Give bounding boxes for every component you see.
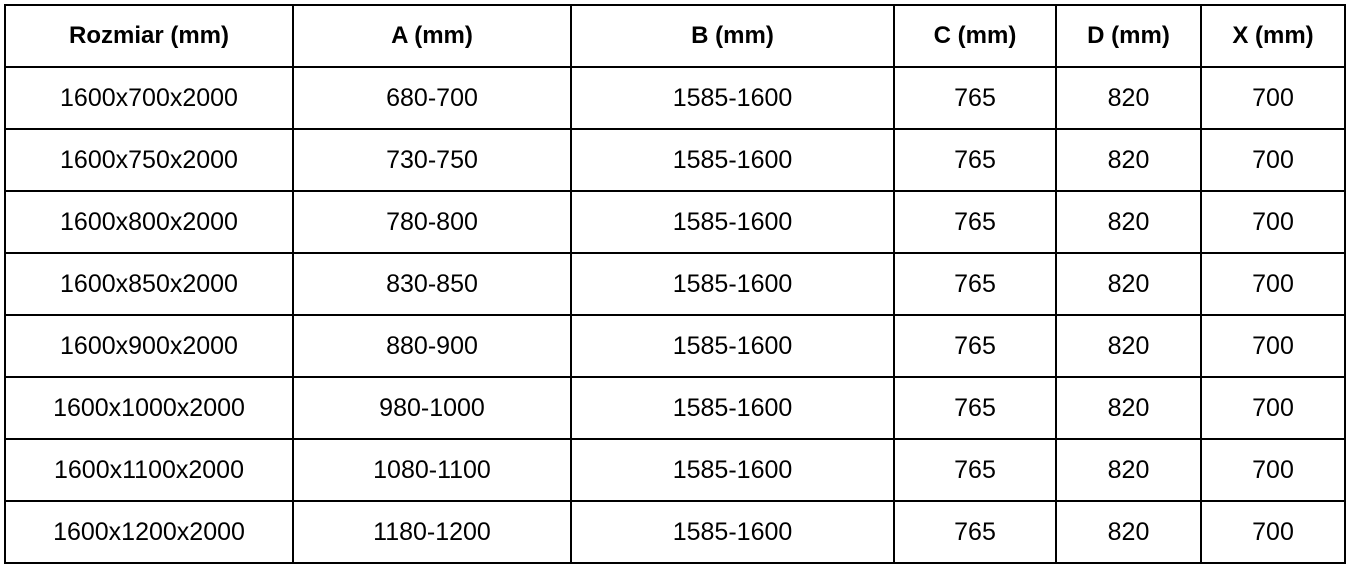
table-cell: 700 (1200, 500, 1346, 564)
table-cell: 1585-1600 (570, 438, 895, 502)
table-cell: 680-700 (292, 66, 572, 130)
table-cell: 765 (893, 376, 1057, 440)
table-cell: 1600x1100x2000 (4, 438, 294, 502)
table-cell: 880-900 (292, 314, 572, 378)
table-row: 1600x800x2000 780-800 1585-1600 765 820 700 (4, 190, 1346, 254)
table-cell: 700 (1200, 438, 1346, 502)
table-cell: 820 (1055, 438, 1202, 502)
table-row: 1600x850x2000 830-850 1585-1600 765 820 700 (4, 252, 1346, 316)
column-header: A (mm) (292, 4, 572, 68)
table-cell: 700 (1200, 252, 1346, 316)
table-cell: 1585-1600 (570, 128, 895, 192)
table-cell: 765 (893, 252, 1057, 316)
header-row: Rozmiar (mm) A (mm) B (mm) C (mm) D (mm) X (m… (4, 4, 1346, 68)
table-row: 1600x1000x2000 980-1000 1585-1600 765 820 700 (4, 376, 1346, 440)
column-header: Rozmiar (mm) (4, 4, 294, 68)
table-row: 1600x900x2000 880-900 1585-1600 765 820 700 (4, 314, 1346, 378)
dimensions-table: Rozmiar (mm) A (mm) B (mm) C (mm) D (mm) X (m… (4, 4, 1346, 564)
table-cell: 700 (1200, 66, 1346, 130)
table-cell: 1585-1600 (570, 66, 895, 130)
table-cell: 1600x1200x2000 (4, 500, 294, 564)
column-header: C (mm) (893, 4, 1057, 68)
table-cell: 730-750 (292, 128, 572, 192)
table-cell: 700 (1200, 376, 1346, 440)
table-cell: 820 (1055, 128, 1202, 192)
table-cell: 980-1000 (292, 376, 572, 440)
column-header: D (mm) (1055, 4, 1202, 68)
table-cell: 820 (1055, 190, 1202, 254)
table-cell: 1585-1600 (570, 190, 895, 254)
table-row: 1600x1200x2000 1180-1200 1585-1600 765 820 70… (4, 500, 1346, 564)
table-cell: 1600x850x2000 (4, 252, 294, 316)
column-header: B (mm) (570, 4, 895, 68)
table-cell: 1080-1100 (292, 438, 572, 502)
table-cell: 780-800 (292, 190, 572, 254)
table-cell: 1585-1600 (570, 376, 895, 440)
table-cell: 830-850 (292, 252, 572, 316)
table-cell: 1585-1600 (570, 500, 895, 564)
table-cell: 1585-1600 (570, 252, 895, 316)
table-row: 1600x1100x2000 1080-1100 1585-1600 765 820 70… (4, 438, 1346, 502)
table-cell: 820 (1055, 376, 1202, 440)
table-cell: 820 (1055, 500, 1202, 564)
table-cell: 1600x1000x2000 (4, 376, 294, 440)
table-cell: 765 (893, 66, 1057, 130)
table-cell: 1600x900x2000 (4, 314, 294, 378)
table-cell: 820 (1055, 66, 1202, 130)
table-cell: 1180-1200 (292, 500, 572, 564)
table-cell: 765 (893, 128, 1057, 192)
table-cell: 820 (1055, 252, 1202, 316)
table-cell: 820 (1055, 314, 1202, 378)
table-cell: 700 (1200, 314, 1346, 378)
table-cell: 765 (893, 314, 1057, 378)
table-cell: 1600x700x2000 (4, 66, 294, 130)
table-row: 1600x750x2000 730-750 1585-1600 765 820 700 (4, 128, 1346, 192)
table-cell: 765 (893, 190, 1057, 254)
table-cell: 765 (893, 500, 1057, 564)
table-cell: 700 (1200, 190, 1346, 254)
table-row: 1600x700x2000 680-700 1585-1600 765 820 700 (4, 66, 1346, 130)
table-cell: 1585-1600 (570, 314, 895, 378)
table-cell: 1600x750x2000 (4, 128, 294, 192)
table-cell: 700 (1200, 128, 1346, 192)
table-cell: 1600x800x2000 (4, 190, 294, 254)
table-cell: 765 (893, 438, 1057, 502)
column-header: X (mm) (1200, 4, 1346, 68)
